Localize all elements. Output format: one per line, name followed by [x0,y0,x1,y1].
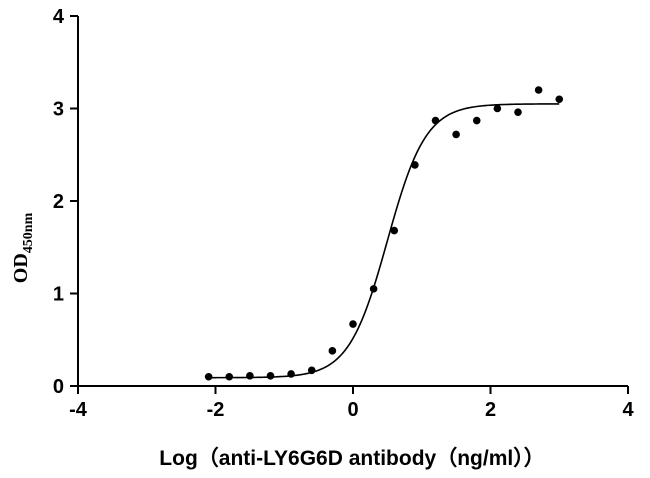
y-tick-label: 4 [53,6,65,28]
x-axis-title: Log（anti-LY6G6D antibody（ng/ml）） [159,446,544,470]
fit-curve-layer [208,103,560,379]
data-point [246,372,254,380]
data-point [225,372,234,381]
fit-curve [208,103,560,379]
y-tick-label: 0 [53,376,64,398]
y-axis-title: OD450nm [10,212,36,283]
data-point [307,366,316,375]
axes [70,15,629,394]
data-point [493,104,502,113]
y-tick-label: 2 [53,191,64,213]
data-points [204,86,564,381]
data-point [328,347,337,355]
x-tick-label: 0 [347,399,358,421]
x-tick-label: 4 [622,399,634,421]
x-tick-label: 2 [485,399,496,421]
data-point [431,116,440,125]
data-point [514,108,522,116]
data-point [411,161,419,169]
data-point [472,116,481,125]
data-point [349,320,357,328]
y-axis-title-main: OD [10,253,32,283]
x-tick-label: -2 [207,399,225,421]
y-tick-label: 3 [53,99,64,121]
tick-labels: -4 -2 0 2 4 0 1 2 3 4 [53,6,635,421]
data-point [390,226,399,235]
data-point [287,370,295,378]
data-point [555,95,564,104]
y-tick-label: 1 [53,284,64,306]
data-point [266,372,275,380]
x-tick-label: -4 [69,399,88,421]
data-point [369,285,378,293]
y-axis-title-subscript: 450nm [21,212,36,253]
data-point [204,372,213,381]
data-point [534,86,543,94]
data-point [452,130,460,139]
